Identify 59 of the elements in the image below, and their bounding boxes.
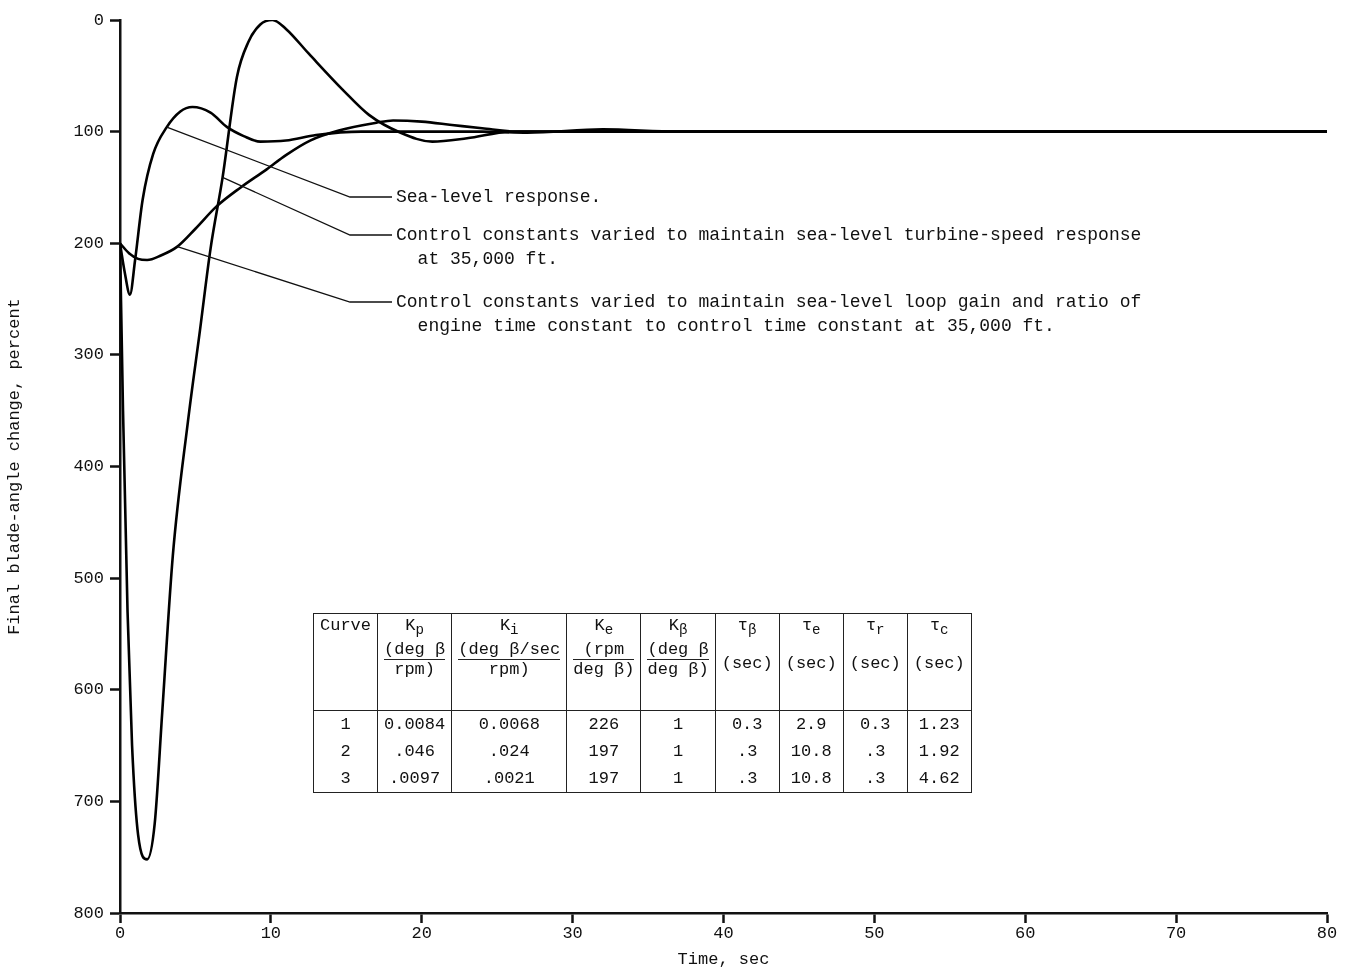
annotation: 1 bbox=[640, 710, 716, 738]
annotation: τ$_{e}$ (sec) bbox=[779, 613, 844, 711]
annotation: K$_{β}$ (deg β deg β) bbox=[640, 613, 716, 711]
x-tick-label: 60 bbox=[1015, 923, 1036, 943]
y-tick-label: 800 bbox=[73, 903, 104, 923]
annotation: 1.23 bbox=[907, 710, 972, 738]
x-tick-label: 50 bbox=[864, 923, 885, 943]
x-tick-label: 30 bbox=[562, 923, 583, 943]
x-tick-label: 70 bbox=[1165, 923, 1187, 943]
x-tick-label: 20 bbox=[411, 923, 432, 943]
annotation: τ$_{β}$ (sec) bbox=[715, 613, 780, 711]
annotation: τ$_{r}$ (sec) bbox=[843, 613, 908, 711]
annotation: 2.9 bbox=[779, 710, 844, 738]
annotation: Control constants varied to maintain sea-level turbine-speed response at 35,000 ft. bbox=[396, 224, 1142, 271]
annotation: 1 bbox=[640, 738, 716, 765]
annotation: 0.3 bbox=[843, 710, 908, 738]
annotation: 1 bbox=[313, 710, 378, 738]
y-tick-label: 100 bbox=[73, 122, 104, 142]
annotation: 2 bbox=[313, 738, 378, 765]
annotation: Sea-level response. bbox=[396, 186, 602, 209]
annotation: Control constants varied to maintain sea-level loop gain and ratio of engine time constant to control time constant at 35,000 ft. bbox=[396, 291, 1142, 338]
annotation: K$_{i}$ (deg β/sec rpm) bbox=[451, 613, 567, 711]
x-tick-label: 80 bbox=[1316, 923, 1338, 943]
annotation: .0021 bbox=[451, 765, 567, 793]
annotation: Curve bbox=[313, 613, 378, 711]
annotation: 4.62 bbox=[907, 765, 972, 793]
y-tick-label: 500 bbox=[73, 568, 104, 588]
y-axis-title: Final blade-angle change, percent bbox=[4, 298, 24, 635]
annotation: .3 bbox=[843, 738, 908, 765]
x-axis-title: Time, sec bbox=[677, 950, 770, 970]
annotation: 197 bbox=[566, 765, 641, 793]
x-tick-label: 40 bbox=[713, 923, 734, 943]
y-tick-label: 700 bbox=[73, 791, 104, 811]
y-tick-label: 600 bbox=[73, 680, 104, 700]
annotation: K$_{e}$ (rpm deg β) bbox=[566, 613, 641, 711]
annotation: 10.8 bbox=[779, 738, 844, 765]
annotation: .3 bbox=[843, 765, 908, 793]
annotation: .0097 bbox=[377, 765, 452, 793]
y-tick-label: 400 bbox=[73, 457, 104, 476]
y-tick-label: 200 bbox=[73, 233, 104, 253]
annotation: .046 bbox=[377, 738, 452, 765]
annotation: .3 bbox=[715, 738, 780, 765]
annotation: 226 bbox=[566, 710, 641, 738]
annotation: 10.8 bbox=[779, 765, 844, 793]
annotation: 3 bbox=[313, 765, 378, 793]
annotation: .024 bbox=[451, 738, 567, 765]
annotation: 0.0068 bbox=[451, 710, 567, 738]
annotation: 1.92 bbox=[907, 738, 972, 765]
annotation: K$_{p}$ (deg β rpm) bbox=[377, 613, 452, 711]
annotation: 197 bbox=[566, 738, 641, 765]
annotation: .3 bbox=[715, 765, 780, 793]
annotation: 0.0084 bbox=[377, 710, 452, 738]
annotation: 0.3 bbox=[715, 710, 780, 738]
x-tick-label: 10 bbox=[260, 923, 282, 943]
annotation: 1 bbox=[640, 765, 716, 793]
annotation: τ$_{c}$ (sec) bbox=[907, 613, 972, 711]
x-tick-label: 0 bbox=[114, 923, 126, 943]
y-tick-label: 300 bbox=[73, 345, 104, 365]
y-tick-label: 0 bbox=[93, 10, 104, 30]
